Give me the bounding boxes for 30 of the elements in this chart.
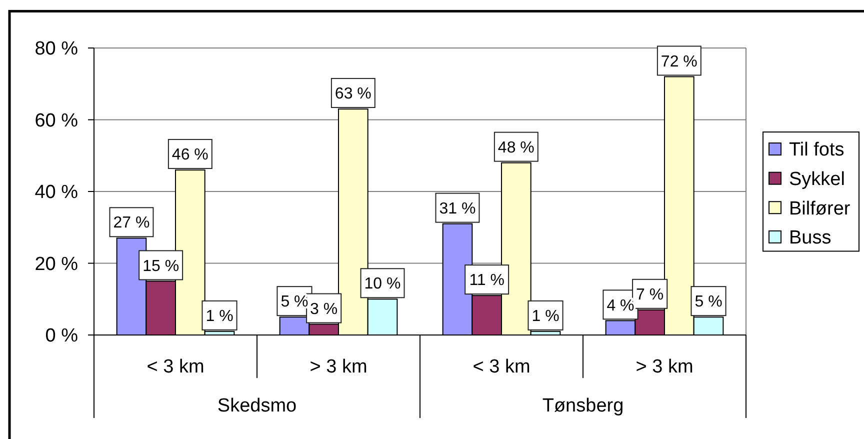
data-label: 72 % bbox=[660, 53, 698, 70]
data-label: 11 % bbox=[469, 272, 504, 290]
data-label: 4 % bbox=[606, 297, 634, 314]
y-tick-label: 80 % bbox=[34, 38, 78, 60]
text: Skedsmo bbox=[217, 396, 297, 417]
data-label: 1 % bbox=[532, 308, 560, 326]
text: Tønsberg bbox=[542, 396, 624, 417]
data-label: 46 % bbox=[172, 146, 208, 164]
x-tick-label: < 3 km bbox=[146, 356, 204, 378]
data-label: 63 % bbox=[334, 86, 372, 103]
y-tick-label: 40 % bbox=[34, 182, 78, 204]
y-tick-label: 20 % bbox=[34, 254, 78, 275]
legend-label: Sykkel bbox=[789, 168, 845, 190]
x-tick-label: > 3 km bbox=[636, 356, 694, 378]
data-label: 31 % bbox=[439, 200, 476, 218]
data-label: 3 % bbox=[310, 300, 338, 318]
data-label: 27 % bbox=[113, 214, 150, 232]
data-label: 5 % bbox=[694, 294, 722, 311]
data-label: 10 % bbox=[364, 276, 401, 293]
legend-label: Bilfører bbox=[789, 198, 851, 220]
x-tick-label: > 3 km bbox=[310, 356, 368, 378]
data-label: 15 % bbox=[142, 258, 180, 275]
data-label: 1 % bbox=[206, 308, 234, 326]
data-label: 48 % bbox=[498, 139, 534, 156]
legend-label: Til fots bbox=[789, 140, 844, 161]
x-tick-label: < 3 km bbox=[472, 356, 530, 378]
y-tick-label: 0 % bbox=[45, 326, 78, 347]
data-label: 7 % bbox=[636, 286, 664, 304]
legend-label: Buss bbox=[789, 228, 832, 249]
y-tick-label: 60 % bbox=[34, 110, 78, 132]
